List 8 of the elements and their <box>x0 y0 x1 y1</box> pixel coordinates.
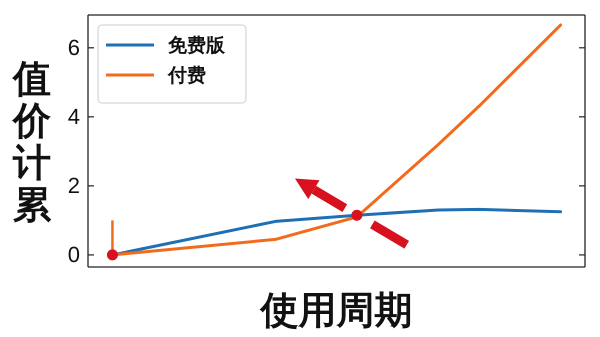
y-tick-label: 0 <box>68 242 80 267</box>
legend-label: 付费 <box>167 64 206 87</box>
y-axis-title: 值价计累 <box>11 56 52 226</box>
legend-label: 免费版 <box>167 34 226 57</box>
y-tick-label: 2 <box>68 172 80 198</box>
y-tick-label: 6 <box>68 34 80 60</box>
y-tick-label: 4 <box>68 104 80 129</box>
x-axis-title: 使用周期 <box>258 288 412 332</box>
